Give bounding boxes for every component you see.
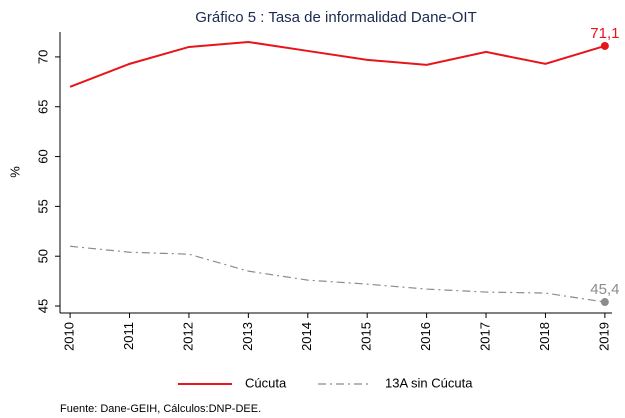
x-tick-label: 2018 bbox=[537, 322, 552, 351]
x-tick-label: 2019 bbox=[596, 322, 611, 351]
legend-label: Cúcuta bbox=[245, 375, 287, 390]
y-tick-label: 60 bbox=[35, 149, 50, 163]
data-label: 45,4 bbox=[590, 281, 619, 298]
x-tick-label: 2010 bbox=[62, 322, 77, 351]
x-tick-label: 2017 bbox=[477, 322, 492, 351]
x-tick-label: 2016 bbox=[418, 322, 433, 351]
x-tick-label: 2012 bbox=[180, 322, 195, 351]
chart-title: Gráfico 5 : Tasa de informalidad Dane-OI… bbox=[195, 9, 477, 26]
x-tick-label: 2014 bbox=[299, 322, 314, 351]
x-tick-label: 2011 bbox=[121, 322, 136, 350]
y-tick-label: 45 bbox=[35, 299, 50, 313]
y-tick-label: 70 bbox=[35, 50, 50, 64]
y-tick-label: 55 bbox=[35, 199, 50, 213]
source-note: Fuente: Dane-GEIH, Cálculos:DNP-DEE. bbox=[60, 403, 261, 415]
x-tick-label: 2013 bbox=[240, 322, 255, 351]
legend-label: 13A sin Cúcuta bbox=[385, 375, 473, 390]
x-tick-label: 2015 bbox=[359, 322, 374, 351]
y-tick-label: 50 bbox=[35, 249, 50, 263]
point-marker bbox=[600, 41, 609, 50]
point-marker bbox=[600, 298, 609, 307]
y-tick-label: 65 bbox=[35, 99, 50, 113]
line bbox=[69, 40, 606, 88]
y-axis-label: % bbox=[7, 166, 22, 178]
data-label: 71,1 bbox=[590, 25, 619, 42]
line bbox=[70, 245, 605, 303]
